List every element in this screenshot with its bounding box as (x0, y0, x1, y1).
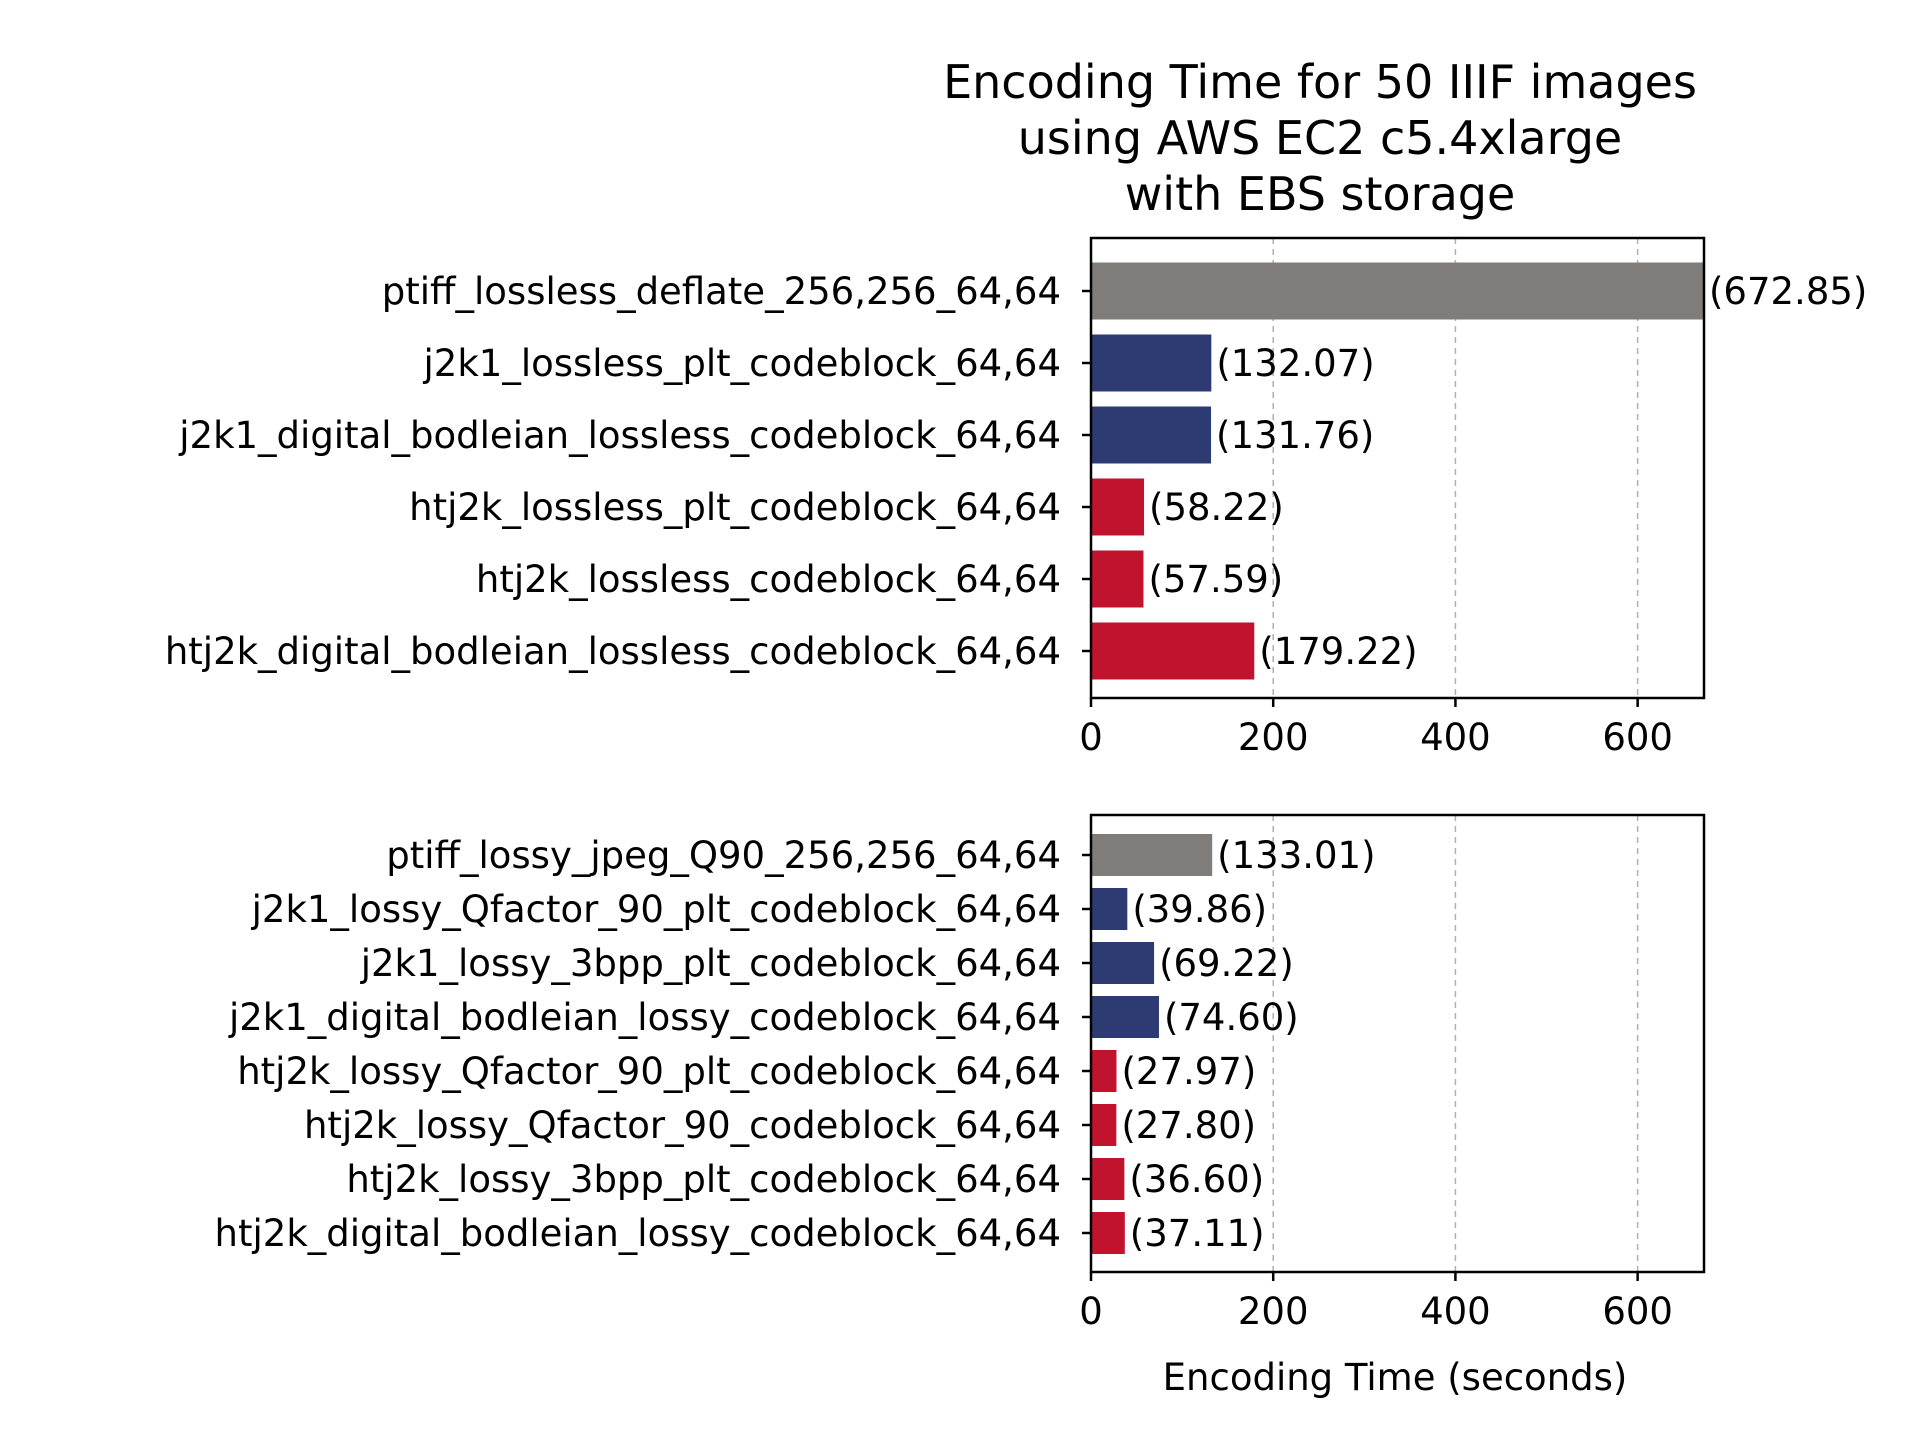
bar-value-label: (36.60) (1129, 1158, 1264, 1201)
bar-value-label: (179.22) (1259, 630, 1417, 673)
bar (1091, 834, 1213, 876)
category-label: htj2k_digital_bodleian_lossy_codeblock_6… (215, 1212, 1061, 1255)
category-label: htj2k_lossy_3bpp_plt_codeblock_64,64 (346, 1158, 1061, 1201)
category-label: j2k1_digital_bodleian_lossy_codeblock_64… (228, 996, 1061, 1039)
chart-title-line-3: with EBS storage (1125, 167, 1516, 221)
bar (1091, 262, 1704, 320)
category-label: ptiff_lossy_jpeg_Q90_256,256_64,64 (386, 834, 1061, 877)
category-label: htj2k_digital_bodleian_lossless_codebloc… (165, 630, 1061, 673)
bar-value-label: (131.76) (1216, 414, 1374, 457)
bar-value-label: (27.97) (1121, 1050, 1256, 1093)
x-tick-label: 400 (1420, 1290, 1491, 1333)
category-label: htj2k_lossless_codeblock_64,64 (476, 558, 1061, 601)
category-label: htj2k_lossy_Qfactor_90_plt_codeblock_64,… (237, 1050, 1061, 1093)
bar (1091, 888, 1128, 930)
category-label: htj2k_lossless_plt_codeblock_64,64 (409, 486, 1061, 529)
x-tick-label: 0 (1079, 1290, 1103, 1333)
x-tick-label: 0 (1079, 716, 1103, 759)
bar-value-label: (132.07) (1216, 342, 1374, 385)
bar (1091, 550, 1144, 608)
bar (1091, 622, 1255, 680)
bar-value-label: (39.86) (1132, 888, 1267, 931)
bar-value-label: (672.85) (1709, 270, 1867, 313)
x-tick-label: 200 (1238, 716, 1309, 759)
chart-title-line-1: Encoding Time for 50 IIIF images (943, 55, 1697, 109)
bar-value-label: (133.01) (1217, 834, 1375, 877)
chart-title-line-2: using AWS EC2 c5.4xlarge (1018, 111, 1622, 165)
x-axis-label: Encoding Time (seconds) (1163, 1356, 1628, 1399)
bar (1091, 406, 1212, 464)
bar-value-label: (69.22) (1159, 942, 1294, 985)
x-tick-label: 600 (1602, 1290, 1673, 1333)
x-tick-label: 600 (1602, 716, 1673, 759)
category-label: j2k1_lossy_Qfactor_90_plt_codeblock_64,6… (251, 888, 1061, 931)
bar (1091, 334, 1212, 392)
category-label: j2k1_lossy_3bpp_plt_codeblock_64,64 (360, 942, 1061, 985)
axes-frame (1089, 813, 1706, 1274)
bar (1091, 942, 1155, 984)
category-label: htj2k_lossy_Qfactor_90_codeblock_64,64 (304, 1104, 1061, 1147)
category-label: ptiff_lossless_deflate_256,256_64,64 (382, 270, 1061, 313)
axes-frame (1089, 236, 1706, 700)
bar (1091, 1158, 1125, 1200)
bar-value-label: (74.60) (1164, 996, 1299, 1039)
lossless-panel: (672.85) ptiff_lossless_deflate_256,256_6… (165, 236, 1867, 759)
lossy-panel: (133.01) ptiff_lossy_jpeg_Q90_256,256_64,… (215, 813, 1706, 1333)
bar (1091, 1104, 1117, 1146)
bar-value-label: (27.80) (1121, 1104, 1256, 1147)
category-label: j2k1_lossless_plt_codeblock_64,64 (423, 342, 1061, 385)
x-tick-label: 400 (1420, 716, 1491, 759)
bar (1091, 996, 1159, 1038)
category-label: j2k1_digital_bodleian_lossless_codeblock… (178, 414, 1061, 457)
bar-value-label: (37.11) (1130, 1212, 1265, 1255)
bar-value-label: (57.59) (1148, 558, 1283, 601)
x-tick-label: 200 (1238, 1290, 1309, 1333)
bar (1091, 1050, 1117, 1092)
bar (1091, 478, 1145, 536)
bar-value-label: (58.22) (1149, 486, 1284, 529)
bar (1091, 1212, 1125, 1254)
